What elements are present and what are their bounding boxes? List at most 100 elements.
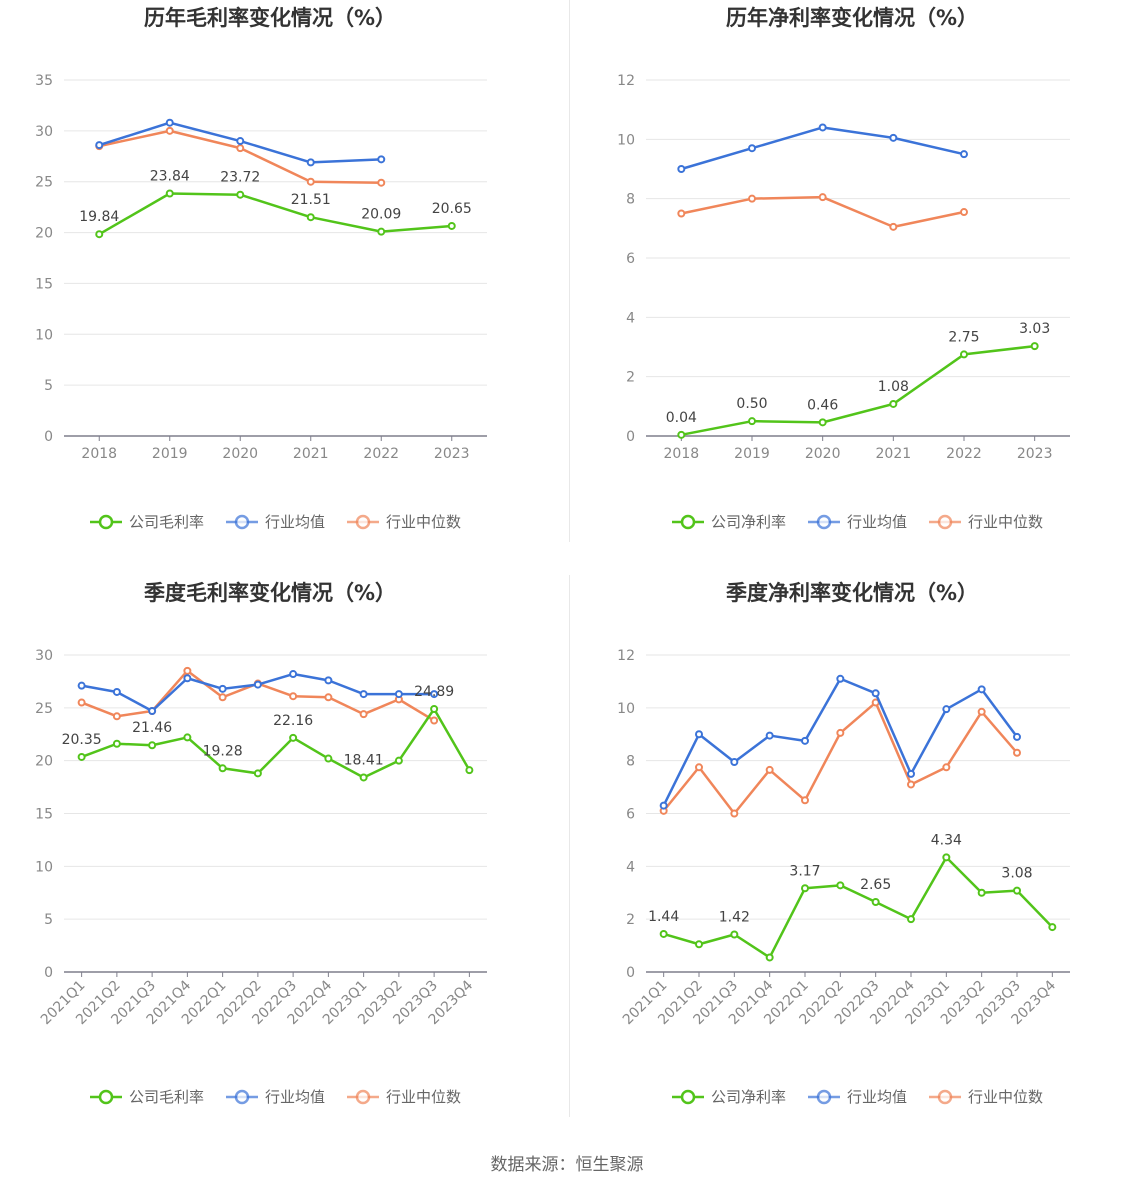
legend-label: 行业均值 bbox=[265, 513, 325, 531]
series-line-company bbox=[98, 192, 452, 236]
data-point-company bbox=[748, 417, 756, 426]
data-point-company bbox=[394, 756, 403, 765]
legend-marker-icon bbox=[234, 514, 250, 530]
quarterly-net-margin-chart: 季度净利率变化情况（%） 0 2 4 6 8 10 12 2021Q1 2021Q2 2021Q3 2… bbox=[582, 575, 1134, 1135]
data-point-industry_median bbox=[306, 177, 315, 186]
legend-marker-icon bbox=[98, 1089, 114, 1105]
data-label: 2.75 bbox=[948, 329, 979, 345]
data-point-industry_avg bbox=[1013, 732, 1021, 741]
data-point-company bbox=[447, 221, 456, 230]
data-point-industry_median bbox=[165, 126, 174, 135]
x-tick-label: 2023 bbox=[1017, 446, 1053, 462]
y-tick-label: 0 bbox=[626, 429, 635, 445]
data-point-company bbox=[183, 733, 192, 742]
data-label: 1.08 bbox=[878, 379, 909, 395]
y-tick-label: 0 bbox=[44, 429, 53, 445]
data-point-company bbox=[677, 430, 686, 439]
series-line-industry_median bbox=[81, 669, 435, 722]
y-tick-label: 6 bbox=[626, 807, 635, 823]
data-label: 3.03 bbox=[1019, 321, 1050, 337]
data-label: 22.16 bbox=[273, 713, 313, 729]
y-tick-label: 4 bbox=[626, 859, 635, 875]
quarterly-gross-margin-svg: 季度毛利率变化情况（%）0510152025302021Q12021Q22021… bbox=[35, 581, 487, 1106]
data-point-industry_median bbox=[836, 728, 845, 737]
y-tick-label: 10 bbox=[617, 132, 635, 148]
data-point-industry_avg bbox=[659, 801, 668, 810]
data-point-company bbox=[112, 739, 121, 748]
legend-label: 公司毛利率 bbox=[129, 513, 204, 531]
data-label: 3.08 bbox=[1001, 866, 1032, 882]
data-label: 19.84 bbox=[79, 209, 119, 225]
data-point-company bbox=[765, 953, 774, 962]
data-point-industry_avg bbox=[183, 674, 192, 683]
y-tick-label: 12 bbox=[617, 73, 635, 89]
data-point-company bbox=[1013, 886, 1021, 895]
chart-title: 季度净利率变化情况（%） bbox=[726, 581, 978, 605]
data-label: 23.72 bbox=[220, 170, 260, 186]
legend-marker-icon bbox=[355, 514, 371, 530]
data-label: 1.44 bbox=[648, 909, 679, 925]
data-point-industry_median bbox=[801, 796, 809, 805]
series-line-industry_median bbox=[681, 195, 965, 229]
y-tick-label: 6 bbox=[626, 251, 635, 267]
data-point-company bbox=[289, 733, 298, 742]
data-point-industry_avg bbox=[148, 707, 157, 716]
data-point-industry_median bbox=[942, 763, 951, 772]
data-point-industry_median bbox=[889, 222, 898, 231]
data-point-company bbox=[907, 915, 915, 924]
data-point-industry_median bbox=[818, 193, 827, 202]
data-point-industry_median bbox=[236, 144, 245, 153]
data-label: 1.42 bbox=[719, 909, 750, 925]
chart-title: 季度毛利率变化情况（%） bbox=[144, 581, 396, 605]
legend-marker-icon bbox=[98, 514, 114, 530]
data-source-note: 数据来源：恒生聚源 bbox=[490, 1155, 644, 1175]
data-point-industry_avg bbox=[359, 690, 368, 699]
data-label: 2.65 bbox=[860, 877, 891, 893]
data-point-company bbox=[430, 704, 439, 713]
y-tick-label: 20 bbox=[35, 226, 53, 242]
data-point-company bbox=[236, 190, 245, 199]
y-tick-label: 2 bbox=[626, 370, 635, 386]
legend-marker-icon bbox=[680, 1089, 696, 1105]
data-label: 24.89 bbox=[414, 684, 454, 700]
legend-marker-icon bbox=[937, 1089, 953, 1105]
y-tick-label: 25 bbox=[35, 701, 53, 717]
y-tick-label: 20 bbox=[35, 754, 53, 770]
x-tick-label: 2021 bbox=[876, 446, 912, 462]
legend-label: 行业中位数 bbox=[968, 1088, 1043, 1106]
x-tick-label: 2020 bbox=[222, 446, 258, 462]
series-line-industry_avg bbox=[662, 677, 1019, 807]
data-point-industry_avg bbox=[695, 730, 703, 739]
vertical-divider-top bbox=[569, 0, 570, 542]
series-line-industry_avg bbox=[680, 126, 965, 171]
data-point-industry_median bbox=[218, 693, 227, 702]
x-tick-label: 2022 bbox=[946, 446, 982, 462]
data-label: 3.17 bbox=[789, 863, 820, 879]
data-point-company bbox=[253, 769, 262, 778]
x-tick-label: 2023 bbox=[434, 446, 470, 462]
data-point-industry_median bbox=[1013, 748, 1021, 757]
y-tick-label: 10 bbox=[617, 701, 635, 717]
data-point-company bbox=[306, 213, 315, 222]
legend-marker-icon bbox=[680, 514, 696, 530]
legend-marker-icon bbox=[816, 1089, 832, 1105]
data-label: 20.35 bbox=[62, 732, 102, 748]
legend-marker-icon bbox=[234, 1089, 250, 1105]
x-tick-label: 2018 bbox=[81, 446, 117, 462]
data-point-industry_avg bbox=[677, 165, 686, 173]
y-tick-label: 0 bbox=[44, 965, 53, 981]
y-tick-label: 5 bbox=[44, 912, 53, 928]
annual-net-margin-chart: 历年净利率变化情况（%） 0 2 4 6 8 10 12 2018 2019 2020 2021 202… bbox=[582, 0, 1134, 560]
data-point-industry_avg bbox=[95, 141, 104, 150]
data-point-industry_median bbox=[289, 692, 298, 701]
y-tick-label: 2 bbox=[626, 912, 635, 928]
data-point-company bbox=[818, 418, 827, 427]
data-label: 20.09 bbox=[361, 207, 401, 223]
data-point-industry_median bbox=[112, 712, 121, 721]
annual-gross-margin-svg: 历年毛利率变化情况（%） 0 5 10 15 20 25 30 35 2018 2019 2020 20… bbox=[35, 6, 487, 531]
x-tick-label: 2019 bbox=[734, 446, 770, 462]
data-point-company bbox=[77, 752, 86, 761]
data-point-company bbox=[148, 741, 157, 750]
data-point-industry_median bbox=[324, 693, 333, 702]
data-label: 20.65 bbox=[432, 201, 472, 217]
